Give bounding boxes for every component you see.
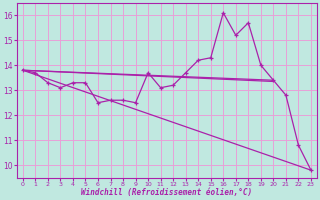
X-axis label: Windchill (Refroidissement éolien,°C): Windchill (Refroidissement éolien,°C) (81, 188, 252, 197)
